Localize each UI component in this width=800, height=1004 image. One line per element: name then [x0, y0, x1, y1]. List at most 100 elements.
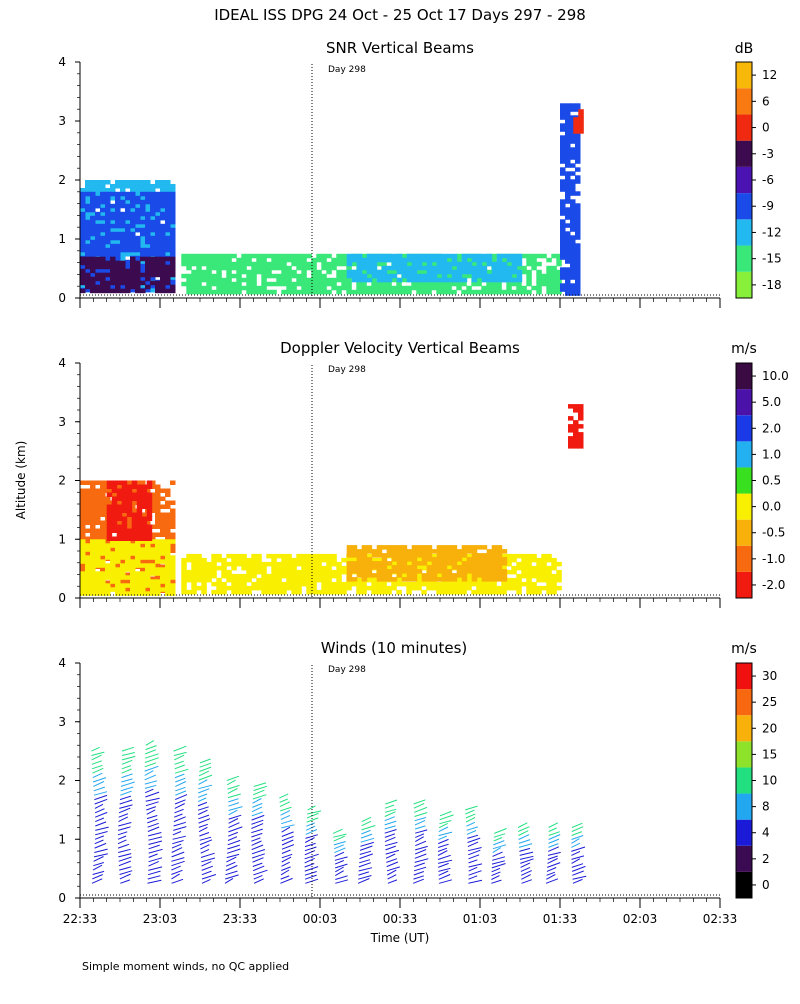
wind-barb [306, 817, 319, 823]
wind-barb [227, 793, 241, 799]
wind-barb [307, 805, 316, 811]
wind-barb [171, 878, 184, 884]
wind-barb [546, 873, 556, 880]
wind-barb [94, 842, 107, 849]
panel-snr-colorbar-unit: dB [735, 41, 754, 57]
wind-barb [437, 850, 448, 856]
wind-barb [571, 865, 586, 872]
wind-barb [93, 856, 104, 862]
colorbar-label: 25 [762, 695, 777, 709]
y-tick-label: 3 [58, 715, 66, 729]
wind-barb [520, 862, 531, 868]
wind-barb [545, 878, 559, 884]
wind-barb [251, 819, 264, 825]
wind-barb [117, 831, 128, 836]
wind-barb [280, 810, 291, 816]
colorbar-label: 12 [762, 68, 777, 82]
wind-barb [548, 822, 559, 828]
wind-barb [225, 870, 238, 876]
wind-barb [335, 866, 344, 873]
colorbar-swatch [736, 545, 752, 572]
wind-barb [438, 835, 448, 841]
colorbar-label: -3 [762, 147, 774, 161]
wind-barb [201, 878, 211, 884]
wind-barb [228, 814, 242, 820]
wind-barb [91, 764, 103, 770]
wind-barb [520, 858, 534, 864]
colorbar-label: 0 [762, 121, 770, 135]
wind-barb [491, 871, 501, 877]
wind-barb [492, 847, 502, 854]
wind-barb [173, 751, 187, 756]
panel-snr-colorbar: -18 -15 -12 -9 -6 -3 0 6 12 [735, 61, 782, 299]
wind-barb [384, 820, 397, 826]
wind-barb [415, 836, 424, 843]
wind-barb [439, 814, 454, 821]
panel-doppler-region [106, 480, 153, 541]
wind-barb [174, 773, 185, 779]
wind-barb [148, 832, 162, 837]
wind-barb [360, 841, 374, 847]
wind-barb [251, 849, 266, 855]
panel-doppler-colorbar-unit: m/s [731, 341, 757, 357]
y-tick-label: 1 [58, 832, 66, 846]
y-tick-label: 3 [58, 415, 66, 429]
wind-barb [120, 786, 134, 792]
colorbar-swatch [736, 845, 752, 872]
wind-barb [438, 874, 451, 880]
wind-barb [226, 856, 237, 863]
wind-barb [359, 845, 373, 851]
wind-barb [228, 822, 240, 829]
wind-barb [413, 878, 424, 884]
wind-barb [491, 867, 501, 873]
wind-barb [228, 831, 238, 837]
wind-barb [198, 788, 210, 794]
wind-barb [253, 869, 268, 876]
panel-winds-profile [197, 758, 217, 884]
wind-barb [571, 850, 581, 856]
y-tick-label: 1 [58, 232, 66, 246]
wind-barb [144, 774, 156, 781]
colorbar-swatch [736, 871, 752, 898]
wind-barb [228, 802, 240, 807]
wind-barb [121, 768, 132, 774]
colorbar-swatch [736, 219, 752, 246]
colorbar-label: 15 [762, 747, 777, 761]
wind-barb [95, 831, 108, 836]
wind-barb [253, 878, 264, 884]
colorbar-swatch [736, 245, 752, 272]
wind-barb [252, 853, 265, 859]
wind-barb [439, 820, 452, 825]
wind-barb [438, 838, 449, 845]
wind-barb [415, 829, 428, 834]
wind-barb [386, 861, 399, 868]
wind-barb [519, 851, 534, 856]
wind-barb [281, 849, 291, 854]
wind-barb [414, 849, 427, 855]
wind-barb [281, 826, 291, 833]
colorbar-swatch [736, 467, 752, 494]
x-axis-label: Time (UT) [370, 931, 430, 945]
wind-barb [571, 838, 580, 844]
wind-barb [520, 866, 531, 872]
wind-barb [118, 860, 131, 867]
x-tick-label: 02:03 [623, 912, 658, 926]
wind-barb [306, 812, 319, 819]
wind-barb [518, 843, 533, 848]
wind-barb [548, 831, 560, 836]
wind-barb [281, 831, 294, 837]
wind-barb [119, 873, 131, 880]
wind-barb [173, 826, 187, 831]
wind-barb [467, 834, 479, 839]
wind-barb [468, 849, 481, 856]
wind-barb [384, 808, 397, 813]
wind-barb [305, 825, 316, 831]
y-tick-label: 1 [58, 532, 66, 546]
y-axis-label: Altitude (km) [14, 441, 28, 520]
wind-barb [361, 816, 372, 823]
panel-doppler-plot: 0 1 2 3 4 -2.0 -1.0 -0.5 0.0 0.5 1.0 2.0 5.0 10.0 [58, 356, 789, 608]
wind-barb [438, 870, 449, 876]
panel-snr-title: SNR Vertical Beams [326, 39, 474, 57]
wind-barb [226, 779, 236, 786]
wind-barb [251, 814, 265, 821]
